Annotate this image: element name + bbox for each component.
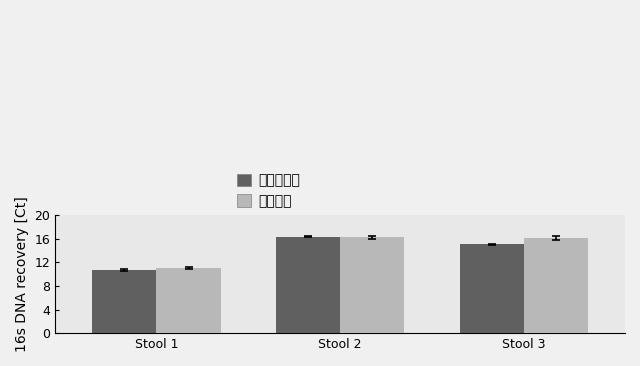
Bar bbox=[524, 238, 588, 333]
Y-axis label: 16s DNA recovery [Ct]: 16s DNA recovery [Ct] bbox=[15, 197, 29, 352]
Bar bbox=[92, 270, 156, 333]
Bar bbox=[460, 244, 524, 333]
Legend: 非遠心分離, 遠心分離: 非遠心分離, 遠心分離 bbox=[233, 169, 304, 213]
Bar bbox=[340, 238, 404, 333]
Bar bbox=[276, 237, 340, 333]
Bar bbox=[156, 268, 221, 333]
